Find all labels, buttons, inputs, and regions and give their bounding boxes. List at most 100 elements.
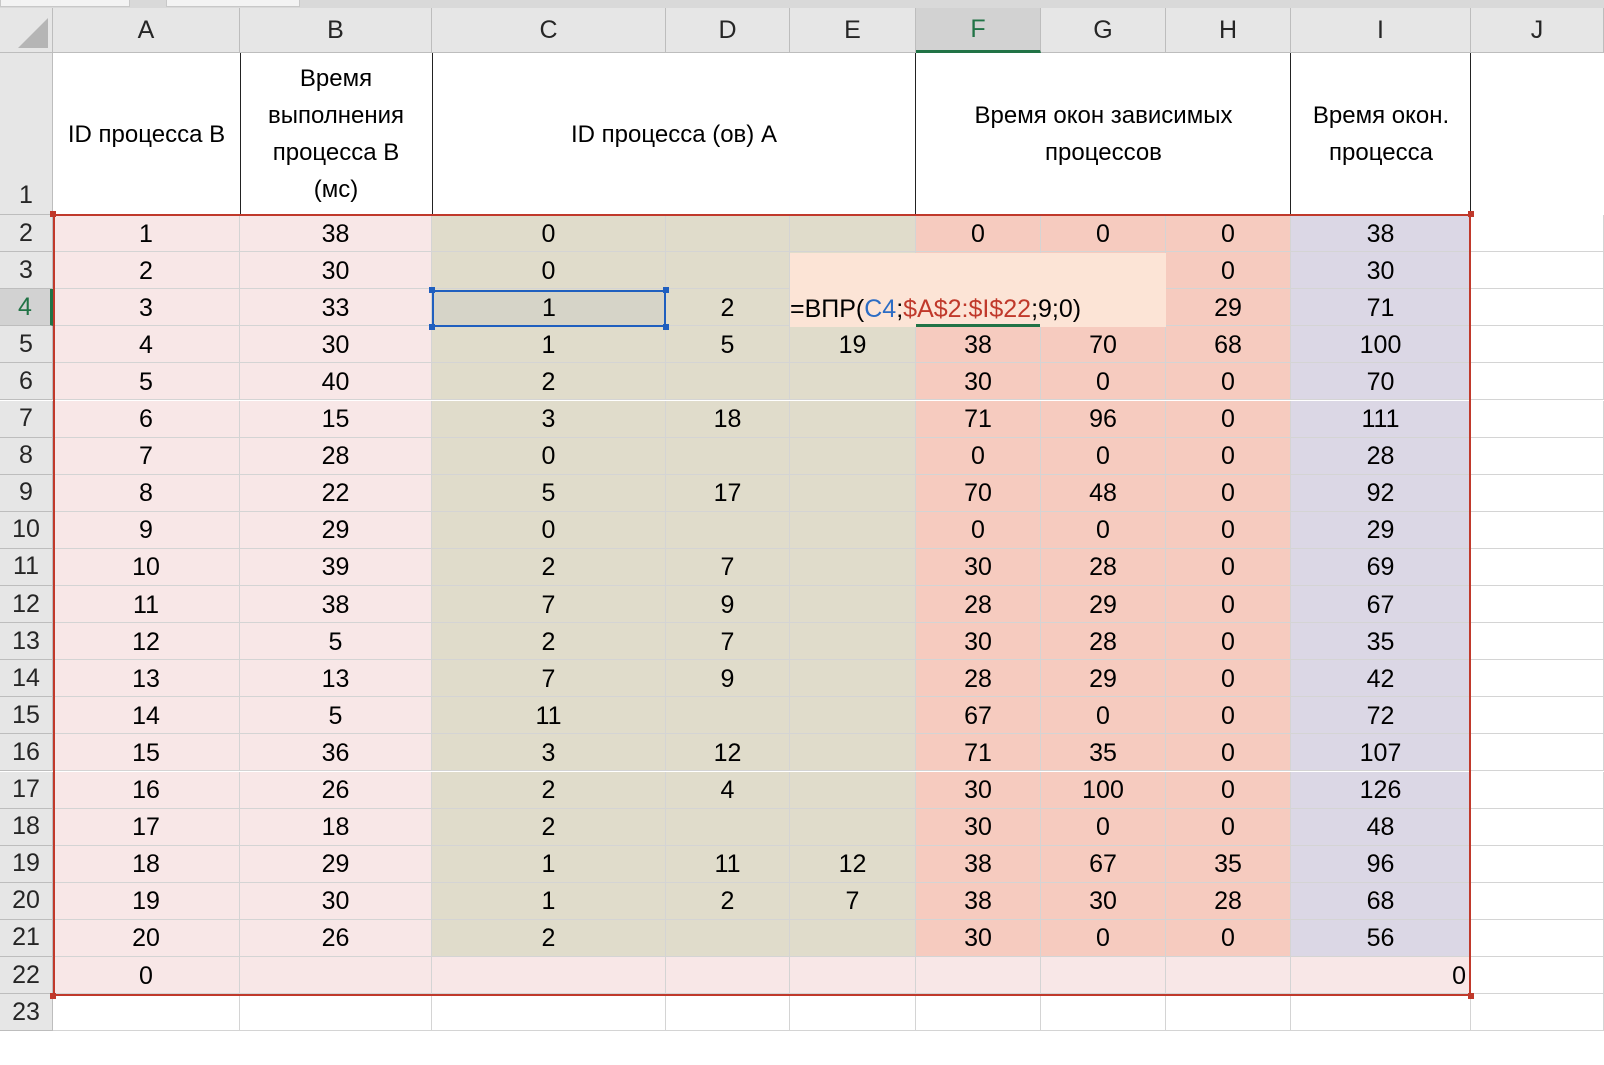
cell-f9[interactable]: 70 (916, 474, 1041, 512)
cell-e7[interactable] (790, 400, 916, 438)
column-header-f[interactable]: F (916, 8, 1041, 53)
cell-b21[interactable]: 26 (240, 919, 432, 957)
cell-g17[interactable]: 100 (1041, 771, 1166, 809)
cell-e6[interactable] (790, 363, 916, 401)
active-cell-handle[interactable] (429, 287, 435, 293)
cell-c21[interactable]: 2 (432, 919, 666, 957)
cell-b11[interactable]: 39 (240, 548, 432, 586)
cell-i20[interactable]: 68 (1291, 882, 1471, 920)
cell-d21[interactable] (666, 919, 790, 957)
cell-a6[interactable]: 5 (53, 363, 240, 401)
column-header-h[interactable]: H (1166, 8, 1291, 53)
row-header-19[interactable]: 19 (0, 845, 53, 883)
cell-a11[interactable]: 10 (53, 548, 240, 586)
cell-a5[interactable]: 4 (53, 326, 240, 364)
cell-e19[interactable]: 12 (790, 845, 916, 883)
column-header-j[interactable]: J (1471, 8, 1604, 53)
cell-a23[interactable] (53, 994, 240, 1032)
cell-e23[interactable] (790, 994, 916, 1032)
cell-f6[interactable]: 30 (916, 363, 1041, 401)
cell-a12[interactable]: 11 (53, 586, 240, 624)
cell-c22[interactable] (432, 957, 666, 995)
cell-i9[interactable]: 92 (1291, 474, 1471, 512)
cell-h13[interactable]: 0 (1166, 623, 1291, 661)
cell-j14[interactable] (1471, 660, 1604, 698)
cell-c20[interactable]: 1 (432, 882, 666, 920)
cell-a21[interactable]: 20 (53, 919, 240, 957)
cell-h18[interactable]: 0 (1166, 808, 1291, 846)
cell-d22[interactable] (666, 957, 790, 995)
row-header-17[interactable]: 17 (0, 771, 53, 809)
cell-b8[interactable]: 28 (240, 437, 432, 475)
cell-f2[interactable]: 0 (916, 215, 1041, 253)
cell-e13[interactable] (790, 623, 916, 661)
cell-a10[interactable]: 9 (53, 511, 240, 549)
cell-b2[interactable]: 38 (240, 215, 432, 253)
formula-bar-edge[interactable] (166, 0, 300, 7)
cell-h22[interactable] (1166, 957, 1291, 995)
cell-d11[interactable]: 7 (666, 548, 790, 586)
cell-e12[interactable] (790, 586, 916, 624)
cell-f14[interactable]: 28 (916, 660, 1041, 698)
name-box-edge[interactable] (0, 0, 130, 7)
cell-i19[interactable]: 96 (1291, 845, 1471, 883)
cell-g12[interactable]: 29 (1041, 586, 1166, 624)
cell-d8[interactable] (666, 437, 790, 475)
cell-j16[interactable] (1471, 734, 1604, 772)
cell-g22[interactable] (1041, 957, 1166, 995)
cell-c11[interactable]: 2 (432, 548, 666, 586)
cell-i21[interactable]: 56 (1291, 919, 1471, 957)
cell-d10[interactable] (666, 511, 790, 549)
cell-h6[interactable]: 0 (1166, 363, 1291, 401)
cell-j23[interactable] (1471, 994, 1604, 1032)
cell-c12[interactable]: 7 (432, 586, 666, 624)
range-resize-handle[interactable] (1468, 211, 1474, 217)
header-cell-b[interactable]: Время выполнения процесса B (мс) (240, 53, 432, 215)
cell-e9[interactable] (790, 474, 916, 512)
cell-i2[interactable]: 38 (1291, 215, 1471, 253)
cell-e22[interactable] (790, 957, 916, 995)
cell-e14[interactable] (790, 660, 916, 698)
active-cell-handle[interactable] (663, 324, 669, 330)
cell-a17[interactable]: 16 (53, 771, 240, 809)
cell-c6[interactable]: 2 (432, 363, 666, 401)
cell-h10[interactable]: 0 (1166, 511, 1291, 549)
cell-f10[interactable]: 0 (916, 511, 1041, 549)
cell-h11[interactable]: 0 (1166, 548, 1291, 586)
cell-a15[interactable]: 14 (53, 697, 240, 735)
cell-c18[interactable]: 2 (432, 808, 666, 846)
cell-a18[interactable]: 17 (53, 808, 240, 846)
cell-f22[interactable] (916, 957, 1041, 995)
cell-h5[interactable]: 68 (1166, 326, 1291, 364)
cell-f7[interactable]: 71 (916, 400, 1041, 438)
cell-d23[interactable] (666, 994, 790, 1032)
row-header-3[interactable]: 3 (0, 252, 53, 290)
column-header-c[interactable]: C (432, 8, 666, 53)
cell-b16[interactable]: 36 (240, 734, 432, 772)
cell-h7[interactable]: 0 (1166, 400, 1291, 438)
cell-c14[interactable]: 7 (432, 660, 666, 698)
cell-j22[interactable] (1471, 957, 1604, 995)
cell-e20[interactable]: 7 (790, 882, 916, 920)
row-header-7[interactable]: 7 (0, 400, 53, 438)
cell-e5[interactable]: 19 (790, 326, 916, 364)
cell-j5[interactable] (1471, 326, 1604, 364)
cell-b9[interactable]: 22 (240, 474, 432, 512)
cell-i8[interactable]: 28 (1291, 437, 1471, 475)
cell-g19[interactable]: 67 (1041, 845, 1166, 883)
header-cell-a[interactable]: ID процесса B (53, 53, 240, 215)
cell-b23[interactable] (240, 994, 432, 1032)
cell-c23[interactable] (432, 994, 666, 1032)
cell-g14[interactable]: 29 (1041, 660, 1166, 698)
cell-e21[interactable] (790, 919, 916, 957)
cell-g11[interactable]: 28 (1041, 548, 1166, 586)
active-cell-handle[interactable] (663, 287, 669, 293)
cell-j3[interactable] (1471, 252, 1604, 290)
range-resize-handle[interactable] (50, 211, 56, 217)
row-header-5[interactable]: 5 (0, 326, 53, 364)
cell-j13[interactable] (1471, 623, 1604, 661)
cell-i22[interactable]: 0 (1291, 957, 1471, 995)
select-all-corner[interactable] (0, 8, 53, 53)
row-header-23[interactable]: 23 (0, 994, 53, 1032)
cell-c19[interactable]: 1 (432, 845, 666, 883)
